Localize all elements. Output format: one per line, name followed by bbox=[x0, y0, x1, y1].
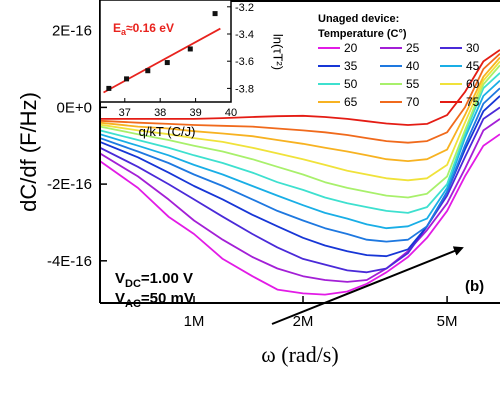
legend: Unaged device: Temperature (C°) 20 25 30 35… bbox=[318, 13, 480, 109]
inset-data-point bbox=[145, 68, 151, 74]
main-ticks: 1M 2M 5M 2E-16 0E+0 -2E-16 -4E-16 bbox=[47, 23, 458, 330]
series-line-45 bbox=[100, 79, 500, 230]
trend-arrow bbox=[271, 246, 464, 325]
inset-ticks: 37 38 39 40 -3.2 -3.4 -3.6 -3.8 bbox=[119, 2, 254, 119]
legend-label-45: 45 bbox=[466, 59, 480, 73]
series-line-30 bbox=[100, 106, 500, 274]
series-line-25 bbox=[100, 118, 500, 283]
x-tick-label: 1M bbox=[184, 313, 205, 330]
inset-x-tick-label: 40 bbox=[225, 107, 237, 119]
panel-label: (b) bbox=[465, 278, 484, 295]
inset-data-point bbox=[124, 76, 130, 82]
inset-y-axis-label: ln(τT²) bbox=[271, 34, 286, 70]
legend-label-40: 40 bbox=[406, 59, 420, 73]
series-line-50 bbox=[100, 72, 500, 214]
x-axis-label: ω (rad/s) bbox=[261, 342, 338, 367]
y-tick-label: 2E-16 bbox=[52, 23, 92, 40]
series-line-70 bbox=[100, 53, 500, 144]
legend-label-75: 75 bbox=[466, 95, 480, 109]
inset-x-tick-label: 38 bbox=[154, 107, 166, 119]
series-line-65 bbox=[100, 56, 500, 162]
inset-data-point bbox=[187, 46, 193, 52]
series-line-40 bbox=[100, 87, 500, 243]
inset-x-axis-label: q/kT (C/J) bbox=[139, 124, 196, 139]
inset-y-tick-label: -3.2 bbox=[235, 2, 254, 14]
inset-fit-line bbox=[103, 27, 221, 94]
legend-title-line-1: Unaged device: bbox=[318, 13, 399, 25]
inset-data-point bbox=[106, 85, 112, 91]
series-line-55 bbox=[100, 64, 500, 199]
inset: 37 38 39 40 -3.2 -3.4 -3.6 -3.8 Ea≈0.16 eV q/kT… bbox=[99, 0, 286, 139]
legend-label-70: 70 bbox=[406, 95, 420, 109]
series-line-35 bbox=[100, 95, 500, 258]
series-line-75 bbox=[100, 49, 500, 126]
y-axis-label: dC/df (F/Hz) bbox=[16, 92, 41, 212]
inset-y-tick-label: -3.8 bbox=[235, 83, 254, 95]
inset-data-point bbox=[164, 60, 170, 66]
legend-label-60: 60 bbox=[466, 77, 480, 91]
series-layer bbox=[100, 49, 500, 296]
legend-label-25: 25 bbox=[406, 41, 420, 55]
inset-marks bbox=[103, 11, 221, 94]
legend-entries: 20 25 30 35 40 45 50 55 60 65 70 75 bbox=[318, 41, 480, 109]
inset-x-tick-label: 39 bbox=[189, 107, 201, 119]
legend-label-20: 20 bbox=[344, 41, 358, 55]
legend-label-30: 30 bbox=[466, 41, 480, 55]
series-line-60 bbox=[100, 60, 500, 182]
inset-y-tick-label: -3.6 bbox=[235, 56, 254, 68]
inset-x-tick-label: 37 bbox=[119, 107, 131, 119]
x-tick-label: 5M bbox=[437, 313, 458, 330]
x-tick-label: 2M bbox=[293, 313, 314, 330]
inset-data-point bbox=[212, 11, 218, 17]
vdc-annotation: VDC=1.00 V bbox=[115, 270, 193, 290]
series-line-20 bbox=[100, 133, 500, 296]
y-tick-label: -2E-16 bbox=[47, 176, 92, 193]
y-tick-label: -4E-16 bbox=[47, 253, 92, 270]
legend-label-35: 35 bbox=[344, 59, 358, 73]
legend-label-50: 50 bbox=[344, 77, 358, 91]
inset-ea-annotation: Ea≈0.16 eV bbox=[113, 21, 174, 37]
legend-label-55: 55 bbox=[406, 77, 420, 91]
inset-frame bbox=[99, 0, 232, 103]
vac-annotation: VAC=50 mV bbox=[115, 290, 194, 310]
legend-label-65: 65 bbox=[344, 95, 358, 109]
y-tick-label: 0E+0 bbox=[57, 99, 92, 116]
inset-y-tick-label: -3.4 bbox=[235, 29, 254, 41]
legend-title-line-2: Temperature (C°) bbox=[318, 28, 407, 40]
